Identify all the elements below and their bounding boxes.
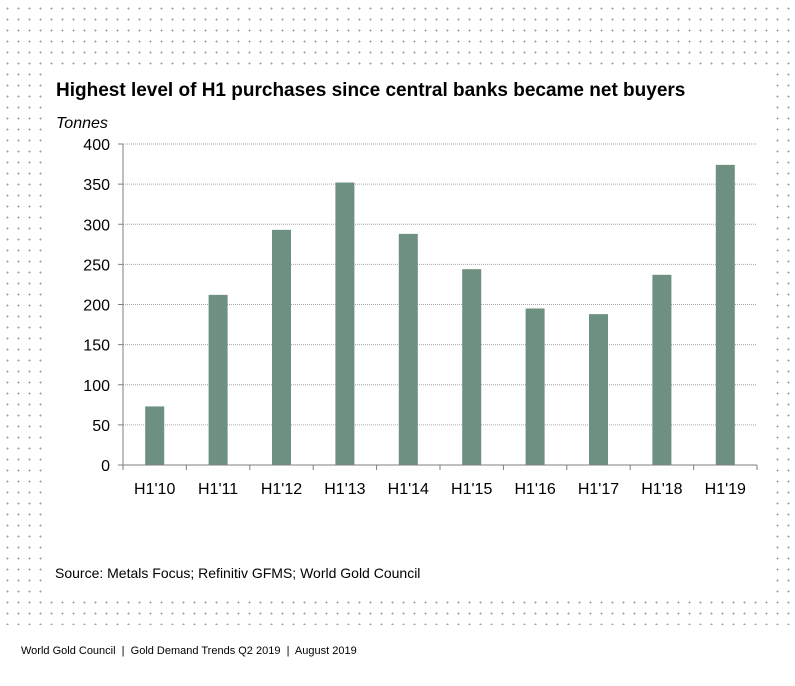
bars [145, 164, 735, 466]
bar [525, 308, 545, 465]
y-tick-label: 200 [83, 298, 110, 315]
x-axis-ticks: H1'10 H1'11 H1'12 H1'13 H1'14 H1'15 H1'16 H1'17… [122, 465, 758, 498]
bar [398, 233, 418, 465]
y-tick-label: 100 [83, 378, 110, 395]
x-tick-label: H1'16 [514, 481, 555, 498]
bar [462, 269, 482, 465]
bar [715, 164, 735, 466]
chart-title: Highest level of H1 purchases since cent… [56, 80, 686, 101]
y-tick-label: 300 [83, 217, 110, 234]
bar [208, 294, 228, 465]
x-tick-label: H1'18 [641, 481, 682, 498]
y-tick-label: 250 [83, 257, 110, 274]
gridlines [123, 143, 757, 426]
y-tick-label: 350 [83, 177, 110, 194]
x-tick-label: H1'12 [261, 481, 302, 498]
source-note: Source: Metals Focus; Refinitiv GFMS; Wo… [55, 565, 421, 581]
footer-band [0, 625, 795, 686]
y-tick-label: 400 [83, 137, 110, 154]
footer-text: World Gold Council | Gold Demand Trends … [21, 645, 357, 657]
bar [145, 406, 165, 465]
x-tick-label: H1'11 [198, 481, 238, 498]
x-tick-label: H1'19 [705, 481, 746, 498]
bar [652, 274, 672, 465]
y-tick-label: 150 [83, 338, 110, 355]
x-tick-label: H1'14 [388, 481, 429, 498]
bar [335, 182, 355, 465]
x-tick-label: H1'15 [451, 481, 492, 498]
bar [272, 229, 291, 465]
x-tick-label: H1'17 [578, 481, 619, 498]
x-tick-label: H1'10 [134, 481, 175, 498]
y-tick-label: 50 [92, 418, 110, 435]
y-axis-label: Tonnes [56, 115, 108, 132]
x-tick-label: H1'13 [324, 481, 365, 498]
bar [589, 314, 608, 465]
y-axis-ticks: 0 50 100 150 200 250 300 350 400 [83, 137, 123, 475]
y-tick-label: 0 [101, 458, 110, 475]
